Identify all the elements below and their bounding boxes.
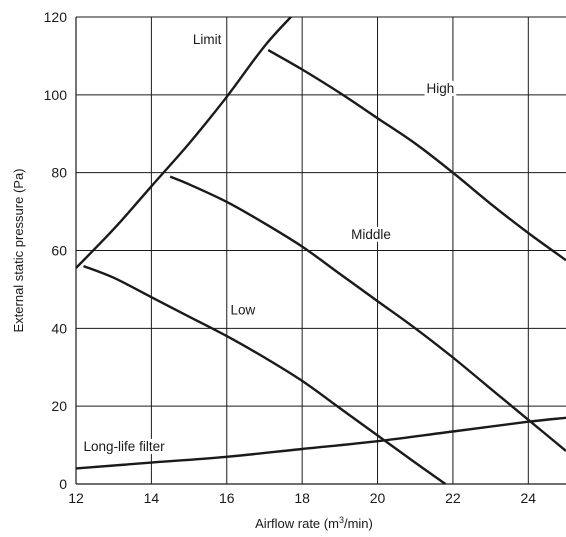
label-limit: Limit [193,32,222,47]
label-backing [424,80,457,96]
y-tick-label: 0 [59,476,67,492]
y-tick-label: 20 [51,398,67,414]
y-axis-title: External static pressure (Pa) [11,168,26,332]
x-tick-label: 22 [445,490,461,506]
label-low: Low [231,303,256,318]
y-tick-label: 100 [44,87,68,103]
curve-high [267,49,566,262]
curve-middle [169,175,566,452]
x-tick-label: 24 [521,490,537,506]
x-axis-title: Airflow rate (m3/min) [255,515,373,531]
x-tick-label: 20 [370,490,386,506]
x-tick-label: 12 [68,490,84,506]
label-backing [81,438,168,454]
label-middle: Middle [351,227,391,242]
curve-low [83,264,447,484]
label-long-life-filter: Long-life filter [84,439,166,454]
x-tick-label: 16 [219,490,235,506]
curve-limit [76,17,293,269]
x-tick-label: 14 [144,490,160,506]
curve-long-life-filter [76,416,566,470]
label-backing [349,226,393,242]
y-tick-label: 60 [51,243,67,259]
curves-group [76,17,566,484]
y-tick-label: 120 [44,9,68,25]
y-tick-label: 40 [51,320,67,336]
x-tick-label: 18 [294,490,310,506]
label-backing [228,302,258,318]
y-tick-label: 80 [51,165,67,181]
label-high: High [427,81,455,96]
label-backing [190,32,224,48]
